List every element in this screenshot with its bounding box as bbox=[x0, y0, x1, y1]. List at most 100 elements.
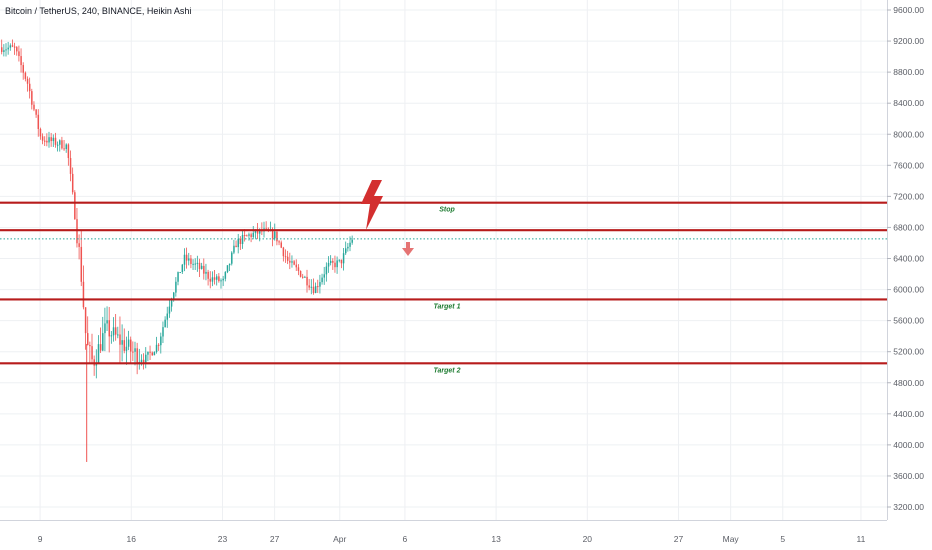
price-tick-label: 4000.00 bbox=[893, 440, 924, 450]
candle-down bbox=[44, 140, 46, 142]
candle-up bbox=[181, 264, 184, 273]
candle-down bbox=[74, 192, 76, 220]
candle-up bbox=[134, 348, 136, 352]
price-tick-label: 6400.00 bbox=[893, 254, 924, 264]
candle-up bbox=[237, 238, 239, 248]
candle-up bbox=[220, 280, 222, 282]
candle-down bbox=[198, 262, 201, 269]
candle-down bbox=[235, 245, 237, 248]
candle-up bbox=[164, 319, 166, 328]
candle-down bbox=[123, 340, 126, 351]
candle-down bbox=[306, 276, 308, 286]
candle-down bbox=[203, 265, 205, 274]
time-tick-label: 16 bbox=[127, 534, 137, 544]
candle-up bbox=[321, 277, 323, 283]
time-tick-label: Apr bbox=[333, 534, 346, 544]
candle-down bbox=[20, 56, 22, 66]
candle-up bbox=[97, 344, 100, 364]
time-tick-label: 13 bbox=[491, 534, 501, 544]
price-tick-label: 6800.00 bbox=[893, 222, 924, 232]
candle-up bbox=[65, 144, 67, 149]
time-tick-label: 27 bbox=[674, 534, 684, 544]
candle-down bbox=[41, 136, 44, 141]
candle-down bbox=[84, 307, 87, 334]
candle-down bbox=[31, 91, 33, 105]
candle-up bbox=[310, 286, 313, 288]
candle-down bbox=[26, 78, 29, 84]
candle-down bbox=[312, 286, 315, 293]
candle-up bbox=[196, 262, 199, 264]
candle-down bbox=[99, 344, 102, 351]
candle-up bbox=[112, 327, 115, 336]
time-tick-label: 27 bbox=[270, 534, 280, 544]
candle-down bbox=[284, 256, 287, 258]
candle-up bbox=[222, 278, 224, 281]
candle-up bbox=[351, 239, 353, 243]
candle-down bbox=[218, 276, 220, 282]
candle-up bbox=[224, 272, 227, 279]
candle-up bbox=[110, 335, 113, 337]
candle-down bbox=[265, 228, 267, 230]
candle-up bbox=[314, 286, 317, 293]
candle-down bbox=[130, 339, 132, 352]
price-axis[interactable]: 9600.00 9200.00 8800.00 8400.00 8000.00 7600.… bbox=[887, 0, 932, 550]
candle-down bbox=[297, 267, 300, 271]
plot-background bbox=[0, 0, 887, 520]
candle-up bbox=[291, 261, 293, 263]
candle-up bbox=[155, 344, 158, 352]
candle-up bbox=[168, 306, 171, 314]
price-tick-label: 7200.00 bbox=[893, 191, 924, 201]
candle-down bbox=[295, 264, 298, 268]
candle-down bbox=[185, 254, 188, 261]
time-tick-label: 5 bbox=[780, 534, 785, 544]
candle-down bbox=[289, 260, 291, 263]
candle-down bbox=[108, 320, 110, 337]
candle-up bbox=[325, 266, 328, 275]
candle-up bbox=[106, 320, 108, 324]
candle-up bbox=[127, 339, 130, 347]
annotations-layer bbox=[361, 180, 414, 256]
candle-down bbox=[151, 352, 153, 356]
candle-down bbox=[50, 137, 52, 142]
level-label: Target 1 bbox=[434, 303, 461, 310]
candle-up bbox=[147, 351, 149, 355]
price-tick-label: 5200.00 bbox=[893, 347, 924, 357]
candle-down bbox=[18, 51, 20, 57]
candle-down bbox=[82, 281, 85, 308]
level-label: Stop bbox=[439, 207, 455, 214]
candle-up bbox=[252, 232, 255, 237]
candle-up bbox=[327, 262, 330, 267]
candle-down bbox=[293, 261, 295, 265]
candle-down bbox=[69, 158, 72, 174]
candle-up bbox=[323, 274, 325, 278]
price-tick-label: 8000.00 bbox=[893, 129, 924, 139]
candle-down bbox=[278, 241, 280, 243]
price-tick-label: 3600.00 bbox=[893, 471, 924, 481]
price-tick-label: 4800.00 bbox=[893, 378, 924, 388]
candle-down bbox=[78, 243, 80, 247]
candle-up bbox=[188, 258, 190, 261]
candle-down bbox=[24, 72, 27, 79]
candle-up bbox=[140, 359, 143, 363]
candle-down bbox=[35, 109, 37, 115]
candle-up bbox=[104, 323, 106, 334]
candle-up bbox=[304, 276, 306, 278]
price-tick-label: 8400.00 bbox=[893, 98, 924, 108]
candle-up bbox=[9, 45, 12, 48]
candle-up bbox=[95, 363, 98, 366]
candle-up bbox=[117, 334, 119, 336]
candle-up bbox=[228, 263, 231, 266]
candle-down bbox=[61, 140, 63, 149]
time-axis[interactable]: 9 16 23 27 Apr 6 13 20 27 May 5 11 bbox=[0, 520, 887, 545]
candle-up bbox=[336, 260, 338, 268]
candle-down bbox=[63, 148, 65, 150]
candle-up bbox=[166, 313, 169, 320]
candle-down bbox=[308, 285, 310, 288]
time-tick-label: 20 bbox=[583, 534, 593, 544]
chart-grid bbox=[0, 0, 887, 520]
candle-down bbox=[33, 104, 35, 110]
price-tick-label: 5600.00 bbox=[893, 316, 924, 326]
candle-down bbox=[1, 47, 3, 52]
candle-down bbox=[276, 231, 278, 242]
